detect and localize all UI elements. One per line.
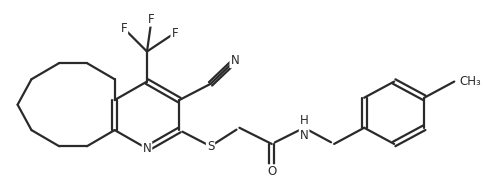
Text: N: N (230, 54, 239, 67)
Text: CH₃: CH₃ (459, 75, 481, 88)
Text: F: F (121, 22, 127, 35)
Text: H
N: H N (300, 114, 309, 142)
Text: O: O (267, 165, 277, 178)
Text: N: N (142, 142, 151, 155)
Text: S: S (207, 140, 214, 153)
Text: F: F (172, 26, 178, 40)
Text: F: F (148, 13, 155, 26)
